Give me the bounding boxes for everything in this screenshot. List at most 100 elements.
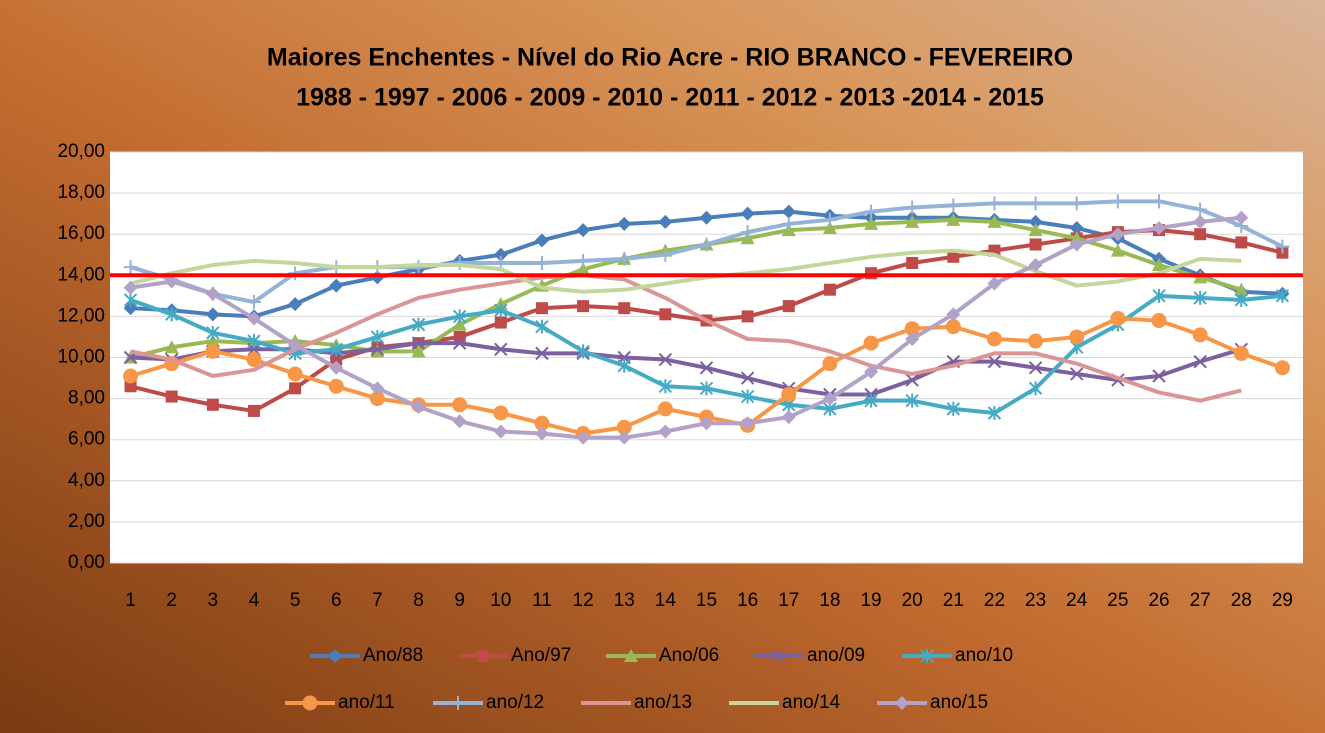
marker bbox=[164, 274, 179, 289]
marker bbox=[534, 426, 549, 441]
marker bbox=[699, 381, 714, 396]
marker bbox=[864, 204, 879, 219]
marker bbox=[493, 424, 508, 439]
legend-marker bbox=[624, 649, 638, 662]
y-tick-label: 20,00 bbox=[57, 141, 105, 162]
marker bbox=[535, 319, 549, 334]
marker bbox=[535, 302, 548, 315]
x-tick-label: 7 bbox=[372, 590, 383, 611]
marker bbox=[1070, 367, 1084, 381]
marker bbox=[411, 344, 426, 358]
legend-marker bbox=[895, 696, 909, 710]
marker bbox=[246, 311, 261, 326]
marker bbox=[494, 316, 507, 329]
marker bbox=[205, 307, 220, 322]
x-tick-label: 18 bbox=[819, 590, 840, 611]
x-tick-label: 14 bbox=[655, 590, 677, 611]
x-tick-label: 9 bbox=[454, 590, 465, 611]
marker bbox=[123, 368, 139, 384]
marker bbox=[1110, 310, 1126, 326]
marker bbox=[781, 216, 796, 231]
x-tick-label: 28 bbox=[1231, 590, 1252, 611]
series-line bbox=[130, 215, 1242, 440]
marker bbox=[164, 307, 179, 322]
marker bbox=[411, 336, 426, 350]
x-tick-label: 16 bbox=[737, 590, 758, 611]
marker bbox=[1193, 202, 1208, 217]
series-line bbox=[130, 273, 1242, 403]
marker bbox=[659, 308, 672, 321]
marker bbox=[288, 338, 303, 353]
marker bbox=[370, 329, 385, 344]
marker bbox=[987, 276, 1002, 291]
x-tick-label: 11 bbox=[532, 590, 552, 611]
marker bbox=[1028, 361, 1043, 375]
marker bbox=[618, 302, 631, 315]
marker bbox=[288, 266, 303, 281]
x-tick-label: 15 bbox=[696, 590, 717, 611]
marker bbox=[289, 382, 302, 395]
marker bbox=[206, 398, 219, 411]
x-tick-label: 20 bbox=[902, 590, 923, 611]
marker bbox=[1110, 243, 1125, 257]
marker bbox=[1234, 292, 1248, 307]
marker bbox=[1028, 258, 1043, 273]
marker bbox=[699, 361, 714, 375]
marker bbox=[164, 340, 179, 354]
legend-label: Ano/97 bbox=[511, 645, 571, 666]
marker bbox=[1069, 237, 1084, 252]
marker bbox=[946, 307, 961, 322]
marker bbox=[534, 233, 549, 248]
marker bbox=[822, 221, 837, 235]
marker bbox=[1152, 221, 1167, 236]
marker bbox=[822, 356, 838, 372]
marker bbox=[123, 280, 138, 295]
marker bbox=[493, 247, 508, 262]
legend-marker bbox=[302, 695, 318, 711]
marker bbox=[329, 278, 344, 293]
marker bbox=[822, 391, 837, 406]
legend-marker bbox=[451, 696, 465, 710]
x-tick-label: 1 bbox=[125, 590, 136, 611]
marker bbox=[657, 401, 673, 417]
legend-label: ano/14 bbox=[782, 692, 841, 713]
marker bbox=[864, 216, 879, 230]
marker bbox=[452, 336, 467, 350]
marker bbox=[1028, 196, 1043, 211]
x-tick-label: 21 bbox=[943, 590, 964, 611]
marker bbox=[577, 300, 590, 313]
marker bbox=[823, 283, 836, 296]
marker bbox=[123, 292, 138, 307]
legend-label: ano/15 bbox=[930, 692, 988, 713]
marker bbox=[369, 391, 385, 407]
marker bbox=[288, 297, 303, 312]
x-tick-label: 27 bbox=[1190, 590, 1211, 611]
marker bbox=[370, 342, 385, 356]
legend-label: ano/12 bbox=[486, 692, 544, 713]
chart-title: Maiores Enchentes - Nível do Rio Acre - … bbox=[267, 44, 1073, 72]
legend-label: ano/13 bbox=[634, 692, 692, 713]
marker bbox=[864, 364, 879, 379]
marker bbox=[576, 253, 591, 268]
marker bbox=[411, 399, 426, 414]
marker bbox=[494, 303, 508, 318]
marker bbox=[658, 247, 673, 262]
marker bbox=[1152, 288, 1166, 303]
marker bbox=[1069, 196, 1084, 211]
x-tick-label: 26 bbox=[1148, 590, 1169, 611]
x-tick-label: 22 bbox=[984, 590, 1005, 611]
marker bbox=[617, 430, 632, 445]
marker bbox=[1028, 333, 1044, 349]
marker bbox=[576, 262, 591, 276]
marker bbox=[1069, 221, 1084, 236]
marker bbox=[328, 378, 344, 394]
legend-label: ano/10 bbox=[955, 645, 1013, 666]
marker bbox=[534, 415, 550, 431]
marker bbox=[781, 386, 797, 402]
x-tick-label: 3 bbox=[208, 590, 219, 611]
marker bbox=[740, 371, 755, 385]
marker bbox=[1275, 288, 1290, 303]
marker bbox=[865, 267, 878, 280]
chart-subtitle: 1988 - 1997 - 2006 - 2009 - 2010 - 2011 … bbox=[296, 84, 1044, 112]
marker bbox=[329, 342, 343, 357]
